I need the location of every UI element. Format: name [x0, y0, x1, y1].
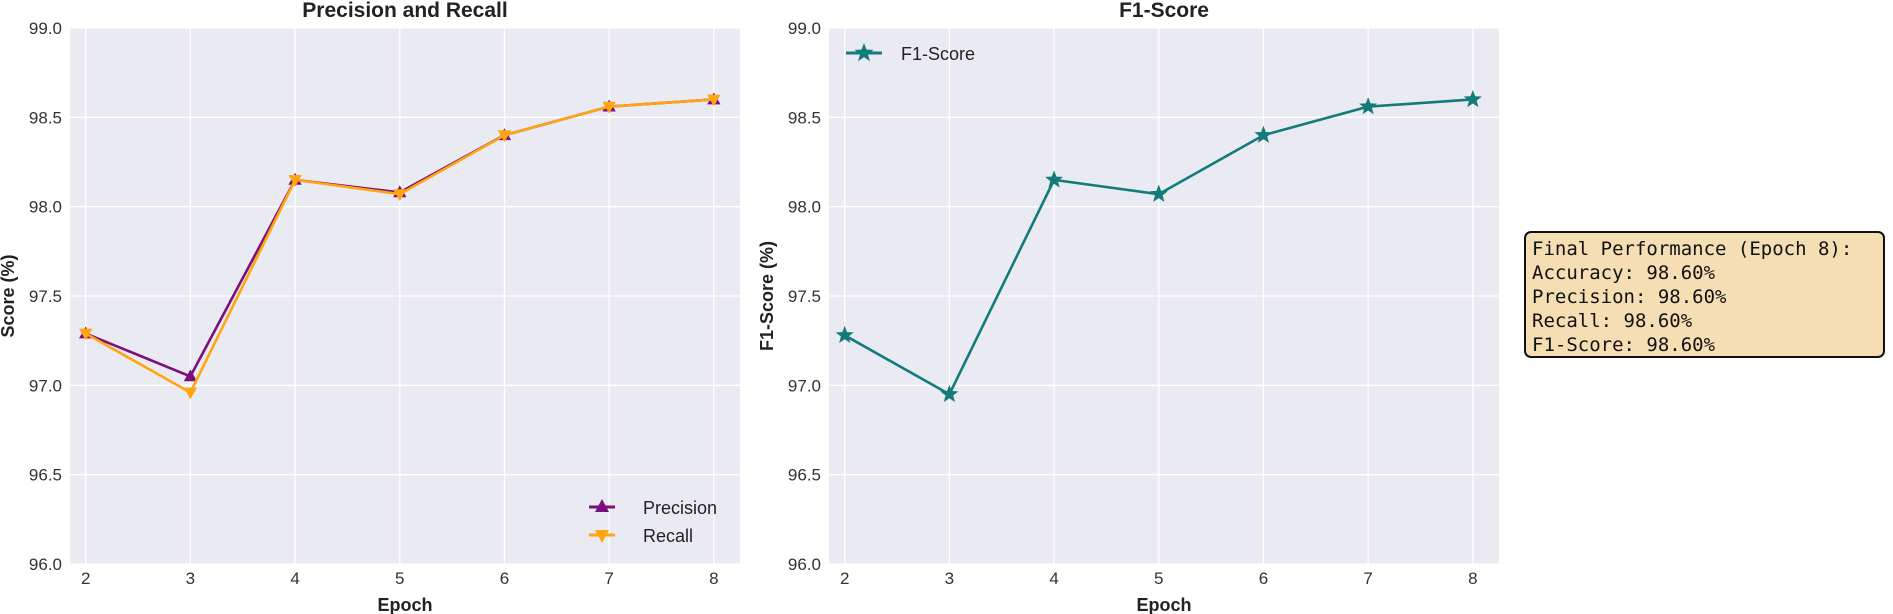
x-tick-label: 7	[604, 569, 613, 588]
series-layer	[79, 92, 721, 400]
legend-item-precision: Precision	[589, 498, 717, 518]
data-point-recall	[79, 328, 93, 341]
data-point-recall	[707, 94, 721, 107]
data-point-recall	[183, 387, 198, 400]
y-tick-label: 97.0	[29, 376, 62, 395]
x-tick-label: 3	[945, 569, 954, 588]
y-tick-label: 96.0	[788, 555, 821, 574]
f1-score-line: F1-Score: 98.60%	[1532, 334, 1716, 356]
y-tick-label: 97.0	[788, 376, 821, 395]
data-point-f1-score	[1254, 125, 1273, 143]
x-tick-label: 2	[840, 569, 849, 588]
tick-labels: 96.0 96.5 97.0 97.5 98.0 98.5 99.0 2 3 4 5 6 7 8	[29, 19, 719, 588]
data-point-f1-score	[940, 384, 959, 402]
x-tick-label: 7	[1363, 569, 1372, 588]
x-tick-label: 6	[500, 569, 509, 588]
data-point-f1-score	[1359, 97, 1378, 115]
data-point-recall	[393, 189, 407, 202]
data-point-f1-score	[1463, 89, 1482, 108]
legend-label-recall: Recall	[643, 526, 693, 546]
y-tick-label: 96.0	[29, 555, 62, 574]
data-point-recall	[288, 174, 302, 187]
legend: F1-Score	[846, 43, 975, 64]
data-point-f1-score	[1045, 170, 1064, 188]
final-performance-line: Final Performance (Epoch 8):	[1532, 238, 1853, 260]
final-performance-box: Final Performance (Epoch 8): Accuracy: 98…	[1524, 231, 1885, 358]
data-point-recall	[602, 101, 616, 114]
x-tick-label: 4	[1049, 569, 1058, 588]
f1-score-chart: 96.0 96.5 97.0 97.5 98.0 98.5 99.0 2 3 4 5 6 7 8 F1-S…	[757, 0, 1499, 614]
grid	[829, 27, 1499, 565]
y-tick-label: 99.0	[29, 19, 62, 38]
legend: Precision Recall	[589, 498, 717, 546]
y-tick-label: 98.0	[29, 198, 62, 217]
series-layer	[835, 89, 1482, 402]
y-tick-label: 96.5	[29, 466, 62, 485]
chart-title: F1-Score	[1119, 0, 1209, 22]
grid	[70, 27, 740, 565]
y-tick-label: 98.5	[788, 108, 821, 127]
data-point-precision	[183, 369, 198, 382]
x-axis-label: Epoch	[1136, 595, 1191, 614]
data-point-f1-score	[835, 325, 854, 343]
legend-label-f1-score: F1-Score	[901, 44, 975, 64]
y-tick-label: 96.5	[788, 466, 821, 485]
x-axis-label: Epoch	[377, 595, 432, 614]
y-tick-label: 99.0	[788, 19, 821, 38]
x-tick-label: 6	[1259, 569, 1268, 588]
y-axis-label: Score (%)	[0, 254, 18, 337]
recall-line: Recall: 98.60%	[1532, 310, 1693, 332]
legend-label-precision: Precision	[643, 498, 717, 518]
y-axis-label: F1-Score (%)	[757, 241, 777, 351]
data-point-recall	[497, 130, 512, 143]
x-tick-label: 2	[81, 569, 90, 588]
legend-item-recall: Recall	[589, 526, 693, 546]
tick-labels: 96.0 96.5 97.0 97.5 98.0 98.5 99.0 2 3 4 5 6 7 8	[788, 19, 1478, 588]
x-tick-label: 4	[290, 569, 299, 588]
y-tick-label: 98.5	[29, 108, 62, 127]
precision-line: Precision: 98.60%	[1532, 286, 1727, 308]
legend-item-f1-score: F1-Score	[846, 43, 975, 64]
accuracy-line: Accuracy: 98.60%	[1532, 262, 1716, 284]
chart-title: Precision and Recall	[302, 0, 507, 22]
x-tick-label: 8	[1468, 569, 1477, 588]
x-tick-label: 5	[1154, 569, 1163, 588]
x-tick-label: 3	[186, 569, 195, 588]
precision-recall-chart: 96.0 96.5 97.0 97.5 98.0 98.5 99.0 2 3 4 5 6 7 8 Prec…	[0, 0, 740, 614]
y-tick-label: 97.5	[788, 287, 821, 306]
legend-marker-recall	[595, 530, 609, 543]
y-tick-label: 98.0	[788, 198, 821, 217]
y-tick-label: 97.5	[29, 287, 62, 306]
legend-marker-f1-score	[854, 43, 874, 62]
x-tick-label: 8	[709, 569, 718, 588]
data-point-f1-score	[1149, 184, 1168, 202]
x-tick-label: 5	[395, 569, 404, 588]
legend-marker-precision	[595, 499, 609, 512]
